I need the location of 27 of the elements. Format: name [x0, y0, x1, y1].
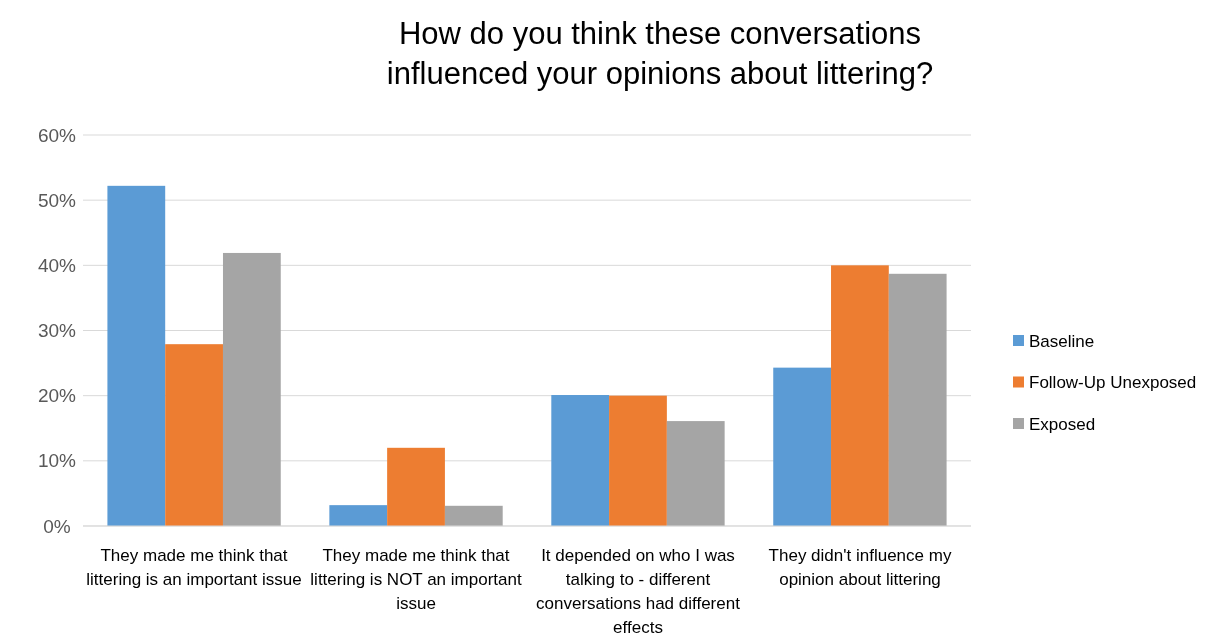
bar	[107, 185, 166, 526]
legend-label: Baseline	[1029, 331, 1095, 351]
y-tick-label: 10%	[37, 450, 77, 472]
bar	[888, 273, 947, 526]
bar	[609, 395, 667, 526]
bar	[831, 265, 889, 526]
y-tick-label: 0%	[43, 515, 71, 537]
x-tick-label: They didn't influence my opinion about littering	[768, 546, 952, 589]
bar	[329, 505, 388, 526]
x-tick-label: They made me think that littering is NOT an important issue	[310, 546, 522, 613]
bar	[444, 505, 503, 526]
y-tick-label: 60%	[37, 124, 77, 146]
y-tick-label: 20%	[37, 385, 77, 407]
bar	[387, 447, 445, 526]
legend-label: Follow-Up Unexposed	[1029, 373, 1197, 393]
chart-title: How do you think these conversations influenced your opinions about littering?	[386, 16, 934, 91]
bar	[773, 367, 832, 526]
y-tick-label: 50%	[37, 189, 77, 211]
bar	[222, 252, 281, 526]
bar	[551, 395, 610, 526]
legend-label: Exposed	[1029, 414, 1096, 434]
y-tick-label: 30%	[37, 320, 77, 342]
x-tick-label: It depended on who I was talking to - different conversations had different effects	[536, 546, 741, 634]
bar	[165, 344, 223, 526]
x-tick-label: They made me think that littering is an important issue	[86, 546, 302, 589]
y-tick-label: 40%	[37, 254, 77, 276]
bar	[666, 421, 725, 526]
